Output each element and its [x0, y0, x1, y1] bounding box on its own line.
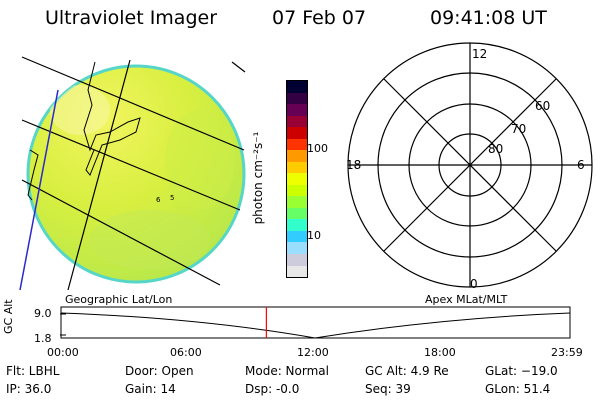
colorbar-segment — [287, 161, 307, 174]
colorbar-segment — [287, 173, 307, 185]
mlt-label-0: 0 — [470, 277, 478, 291]
colorbar — [286, 80, 308, 278]
colorbar-segment — [287, 207, 307, 220]
colorbar-segment — [287, 196, 307, 208]
mlt-diagonal-2 — [383, 78, 557, 252]
polar-grid: 12 6 0 18 60 70 80 — [346, 42, 593, 291]
geo-caption: Geographic Lat/Lon — [65, 293, 173, 306]
geo-lat-value: GLat: −19.0 — [485, 364, 558, 378]
gain-value: Gain: 14 — [125, 382, 176, 396]
instrument-title: Ultraviolet Imager — [45, 7, 218, 29]
filter-value: Flt: LBHL — [6, 364, 60, 378]
coastline — [83, 61, 141, 176]
xtick-1200: 12:00 — [297, 346, 329, 359]
geo-grid-lines — [21, 56, 246, 291]
colorbar-segment — [287, 230, 307, 243]
disk-texture — [50, 85, 235, 270]
gc-alt-value: GC Alt: 4.9 Re — [365, 364, 449, 378]
xtick-2359: 23:59 — [551, 346, 583, 359]
colorbar-tick-10: 10 — [307, 229, 321, 242]
terminator-line — [19, 89, 59, 291]
geo-lon-value: GLon: 51.4 — [485, 382, 551, 396]
mlt-label-18: 18 — [346, 158, 361, 172]
uv-image-panel: 6 5 — [19, 56, 246, 291]
colorbar-segment — [287, 115, 307, 128]
mlt-label-6: 6 — [577, 158, 585, 172]
mode-value: Mode: Normal — [245, 364, 329, 378]
ytick-1-8: 1.8 — [34, 332, 52, 345]
xtick-0600: 06:00 — [170, 346, 202, 359]
ytick-9: 9.0 — [34, 307, 52, 320]
colorbar-segment — [287, 219, 307, 231]
colorbar-segment — [287, 81, 307, 93]
colorbar-segment — [287, 253, 307, 266]
colorbar-segment — [287, 184, 307, 197]
colorbar-unit-label: photon cm⁻²s⁻¹ — [251, 131, 265, 225]
lat-label-60: 60 — [535, 99, 550, 113]
colorbar-segment — [287, 104, 307, 116]
colorbar-segment — [287, 92, 307, 105]
colorbar-segment — [287, 242, 307, 254]
ip-value: IP: 36.0 — [6, 382, 52, 396]
lat-label-70: 70 — [511, 122, 526, 136]
lat-label-80: 80 — [488, 142, 503, 156]
xtick-1800: 18:00 — [424, 346, 456, 359]
timeline-ylabel: GC Alt — [2, 299, 15, 334]
colorbar-tick-100: 100 — [307, 142, 328, 155]
colorbar-segment — [287, 127, 307, 139]
dsp-value: Dsp: -0.0 — [245, 382, 300, 396]
mlt-label-12: 12 — [472, 47, 487, 61]
apex-caption: Apex MLat/MLT — [425, 293, 508, 306]
colorbar-segment — [287, 150, 307, 162]
marker-5: 5 — [170, 194, 174, 202]
observation-time: 09:41:08 UT — [430, 7, 547, 29]
colorbar-segment — [287, 265, 307, 278]
sequence-value: Seq: 39 — [365, 382, 411, 396]
observation-date: 07 Feb 07 — [272, 7, 367, 29]
coastline-left — [27, 149, 39, 201]
altitude-curve — [60, 312, 571, 339]
orbit-timeline — [60, 306, 571, 339]
xtick-0000: 00:00 — [47, 346, 79, 359]
marker-6: 6 — [156, 196, 161, 204]
colorbar-segment — [287, 138, 307, 151]
door-status: Door: Open — [125, 364, 194, 378]
